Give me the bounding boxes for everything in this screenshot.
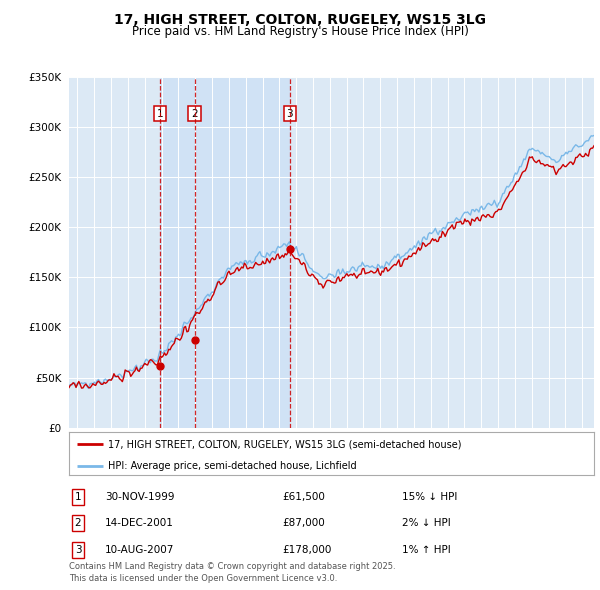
Text: Contains HM Land Registry data © Crown copyright and database right 2025.
This d: Contains HM Land Registry data © Crown c… bbox=[69, 562, 395, 583]
Text: HPI: Average price, semi-detached house, Lichfield: HPI: Average price, semi-detached house,… bbox=[109, 461, 357, 471]
Text: 1% ↑ HPI: 1% ↑ HPI bbox=[402, 545, 451, 555]
Text: 17, HIGH STREET, COLTON, RUGELEY, WS15 3LG: 17, HIGH STREET, COLTON, RUGELEY, WS15 3… bbox=[114, 13, 486, 27]
Text: £178,000: £178,000 bbox=[282, 545, 331, 555]
Text: 1: 1 bbox=[74, 492, 82, 502]
Text: 10-AUG-2007: 10-AUG-2007 bbox=[105, 545, 175, 555]
Text: 3: 3 bbox=[286, 109, 293, 119]
Text: 30-NOV-1999: 30-NOV-1999 bbox=[105, 492, 175, 502]
Text: 3: 3 bbox=[74, 545, 82, 555]
Text: 2: 2 bbox=[74, 519, 82, 528]
Text: 17, HIGH STREET, COLTON, RUGELEY, WS15 3LG (semi-detached house): 17, HIGH STREET, COLTON, RUGELEY, WS15 3… bbox=[109, 440, 462, 450]
Text: 1: 1 bbox=[157, 109, 164, 119]
Bar bbox=[160, 77, 290, 428]
Text: 14-DEC-2001: 14-DEC-2001 bbox=[105, 519, 174, 528]
Text: £87,000: £87,000 bbox=[282, 519, 325, 528]
Text: 15% ↓ HPI: 15% ↓ HPI bbox=[402, 492, 457, 502]
Text: Price paid vs. HM Land Registry's House Price Index (HPI): Price paid vs. HM Land Registry's House … bbox=[131, 25, 469, 38]
Text: 2: 2 bbox=[191, 109, 198, 119]
Text: 2% ↓ HPI: 2% ↓ HPI bbox=[402, 519, 451, 528]
Text: £61,500: £61,500 bbox=[282, 492, 325, 502]
